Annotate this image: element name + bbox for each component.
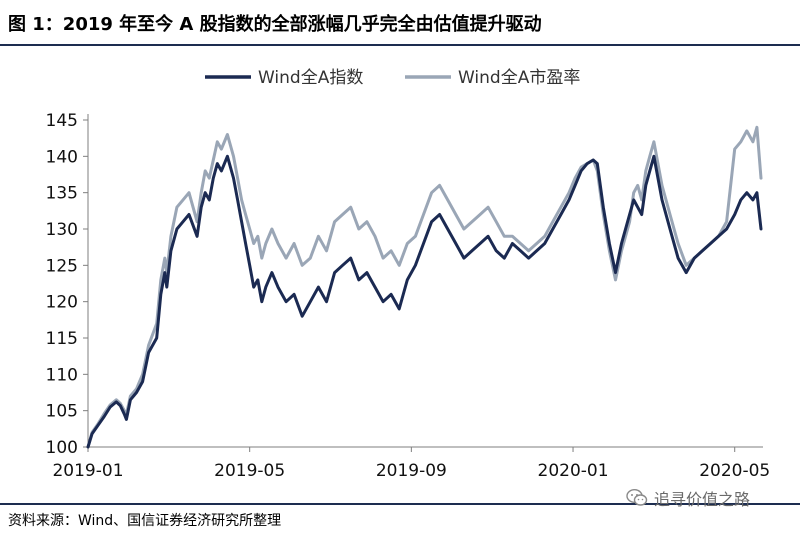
y-tick-label: 125 <box>46 256 78 276</box>
y-tick-label: 115 <box>46 329 78 349</box>
x-tick-label: 2019-05 <box>214 461 285 481</box>
footer-rule <box>0 503 800 505</box>
y-tick-label: 130 <box>46 220 78 240</box>
watermark: 追寻价值之路 <box>626 486 750 510</box>
line-chart: 100 105 110 115 120 125 130 135 140 145 2019-01 201… <box>46 68 771 481</box>
watermark-text: 追寻价值之路 <box>654 490 751 509</box>
x-tick-label: 2019-01 <box>52 461 123 481</box>
title-bar: 图 1：2019 年至今 A 股指数的全部涨幅几乎完全由估值提升驱动 <box>0 0 800 46</box>
y-tick-label: 105 <box>46 402 78 422</box>
series-line-index <box>86 154 763 449</box>
figure-title: 图 1：2019 年至今 A 股指数的全部涨幅几乎完全由估值提升驱动 <box>8 14 542 35</box>
y-tick-label: 100 <box>46 438 78 458</box>
legend-label-index: Wind全A指数 <box>258 68 363 88</box>
x-tick-label: 2020-05 <box>699 461 770 481</box>
x-tick-label: 2019-09 <box>376 461 447 481</box>
y-tick-label: 110 <box>46 365 78 385</box>
y-tick-label: 120 <box>46 293 78 313</box>
series-line-pe <box>86 125 763 449</box>
y-tick-label: 135 <box>46 184 78 204</box>
wechat-icon <box>626 488 648 506</box>
legend-label-pe: Wind全A市盈率 <box>458 68 580 88</box>
x-tick-label: 2020-01 <box>538 461 609 481</box>
source-note: 资料来源：Wind、国信证券经济研究所整理 <box>8 513 282 529</box>
y-tick-label: 145 <box>46 111 78 131</box>
y-tick-label: 140 <box>46 147 78 167</box>
